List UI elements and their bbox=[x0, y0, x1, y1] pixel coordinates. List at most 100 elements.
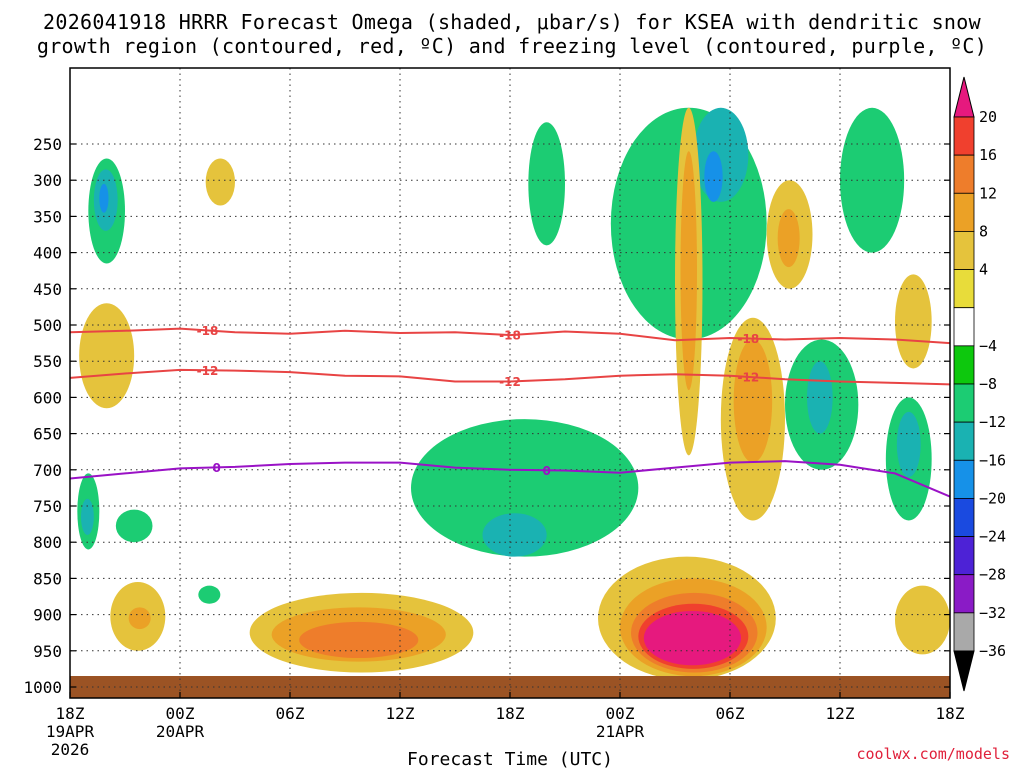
dendritic-minus12-label-2: -12 bbox=[737, 370, 759, 384]
colorbar-bin bbox=[953, 421, 975, 461]
credit-text[interactable]: coolwx.com/models bbox=[856, 745, 1010, 763]
y-tick-label-300: 300 bbox=[33, 171, 62, 190]
dendritic-minus18-label-1: -18 bbox=[499, 329, 521, 343]
colorbar-label: −16 bbox=[979, 451, 1006, 469]
omega-region-neg16-2 bbox=[99, 183, 109, 213]
omega-region-4-36 bbox=[895, 274, 932, 369]
colorbar-label: −20 bbox=[979, 489, 1006, 507]
colorbar-bin bbox=[953, 498, 975, 537]
dendritic-minus18-label-0: -18 bbox=[197, 324, 219, 338]
y-tick-label-600: 600 bbox=[33, 388, 62, 407]
colorbar-label: −24 bbox=[979, 528, 1006, 546]
colorbar-top-arrow bbox=[953, 76, 975, 118]
freezing-level-0-label-0: 0 bbox=[212, 461, 220, 475]
x-tick-label: 06Z bbox=[716, 704, 745, 723]
omega-region-4-37 bbox=[895, 585, 950, 655]
x-axis-label: Forecast Time (UTC) bbox=[407, 749, 613, 768]
x-tick-label: 18Z bbox=[496, 704, 525, 723]
colorbar-bin bbox=[953, 154, 975, 194]
chart-title-line2: growth region (contoured, red, ºC) and f… bbox=[36, 34, 988, 58]
colorbar-bin bbox=[953, 345, 975, 385]
colorbar-label: 20 bbox=[979, 108, 997, 126]
colorbar-label: 8 bbox=[979, 222, 988, 240]
y-tick-label-950: 950 bbox=[33, 642, 62, 661]
x-tick-label: 12Z bbox=[826, 704, 855, 723]
colorbar-label: −36 bbox=[979, 642, 1006, 660]
colorbar-bin bbox=[953, 536, 975, 576]
y-tick-label-500: 500 bbox=[33, 316, 62, 335]
omega-region-neg8-7 bbox=[115, 509, 153, 543]
colorbar-label: −32 bbox=[979, 604, 1006, 622]
dendritic-minus12-label-1: -12 bbox=[499, 375, 521, 389]
x-tick-label: 18Z bbox=[56, 704, 85, 723]
omega-region-neg8-10 bbox=[198, 585, 221, 604]
x-tick-date: 19APR bbox=[46, 722, 95, 741]
omega-region-neg16-24 bbox=[704, 151, 723, 202]
omega-region-neg8-11 bbox=[411, 419, 639, 557]
omega-region-neg12-6 bbox=[81, 498, 94, 535]
y-tick-label-350: 350 bbox=[33, 207, 62, 226]
y-tick-label-750: 750 bbox=[33, 497, 62, 516]
y-tick-label-650: 650 bbox=[33, 425, 62, 444]
omega-region-neg12-32 bbox=[807, 361, 833, 434]
colorbar-bin bbox=[953, 192, 975, 232]
colorbar: 20 16 12 8 4 −4 −8 −12 −16 −20 −24 −28 −32 −36 bbox=[953, 76, 1006, 692]
y-tick-label-1000: 1000 bbox=[23, 678, 62, 697]
omega-region-8-9 bbox=[128, 607, 151, 630]
freezing-level-0-line bbox=[70, 460, 950, 498]
colorbar-label: 4 bbox=[979, 261, 988, 279]
freezing-level-0-label-1: 0 bbox=[542, 464, 550, 478]
x-tick-label: 12Z bbox=[386, 704, 415, 723]
y-tick-label-550: 550 bbox=[33, 352, 62, 371]
colorbar-bin bbox=[953, 116, 975, 156]
omega-region-4-3 bbox=[205, 158, 235, 206]
omega-region-8-30 bbox=[733, 339, 773, 463]
omega-region-20-21 bbox=[643, 610, 742, 666]
y-axis: 250 300 350 400 450 500 550 600 650 700 750 800 850 9… bbox=[23, 135, 950, 697]
colorbar-label: 12 bbox=[979, 184, 997, 202]
x-tick-date: 21APR bbox=[596, 722, 645, 741]
colorbar-label: 16 bbox=[979, 146, 997, 164]
colorbar-bin bbox=[953, 269, 975, 309]
chart-title-line1: 2026041918 HRRR Forecast Omega (shaded, … bbox=[43, 10, 981, 34]
y-tick-label-900: 900 bbox=[33, 606, 62, 625]
omega-region-4-4 bbox=[79, 303, 135, 409]
omega-region-8-28 bbox=[777, 209, 800, 268]
y-tick-label-400: 400 bbox=[33, 244, 62, 263]
x-tick-label: 00Z bbox=[606, 704, 635, 723]
omega-shading bbox=[77, 107, 950, 680]
dendritic-minus12-label-0: -12 bbox=[197, 364, 219, 378]
colorbar-label: −12 bbox=[979, 413, 1006, 431]
omega-region-neg12-12 bbox=[482, 513, 547, 557]
x-tick-label: 18Z bbox=[936, 704, 965, 723]
y-tick-label-700: 700 bbox=[33, 461, 62, 480]
y-tick-label-850: 850 bbox=[33, 569, 62, 588]
colorbar-bin bbox=[953, 383, 975, 423]
omega-region-neg8-13 bbox=[528, 122, 566, 246]
x-tick-label: 00Z bbox=[166, 704, 195, 723]
omega-region-neg12-35 bbox=[896, 411, 921, 478]
omega-region-12-16 bbox=[299, 621, 419, 659]
colorbar-bottom-arrow bbox=[953, 650, 975, 692]
grid bbox=[70, 68, 950, 698]
colorbar-bin bbox=[953, 459, 975, 499]
colorbar-label: −8 bbox=[979, 375, 997, 393]
y-tick-label-250: 250 bbox=[33, 135, 62, 154]
colorbar-label: −28 bbox=[979, 566, 1006, 584]
colorbar-bin bbox=[953, 307, 975, 347]
dendritic-minus18-label-2: -18 bbox=[737, 332, 759, 346]
x-tick-date: 20APR bbox=[156, 722, 205, 741]
y-tick-label-800: 800 bbox=[33, 533, 62, 552]
colorbar-bin bbox=[953, 231, 975, 270]
x-tick-label: 06Z bbox=[276, 704, 305, 723]
omega-region-8-26 bbox=[680, 151, 697, 391]
colorbar-bin bbox=[953, 612, 975, 652]
dendritic-minus12-line bbox=[70, 368, 950, 386]
omega-region-neg8-33 bbox=[840, 107, 905, 253]
x-tick-year: 2026 bbox=[51, 740, 90, 759]
dendritic-minus18-line bbox=[70, 327, 950, 345]
y-tick-label-450: 450 bbox=[33, 280, 62, 299]
colorbar-bin bbox=[953, 574, 975, 614]
